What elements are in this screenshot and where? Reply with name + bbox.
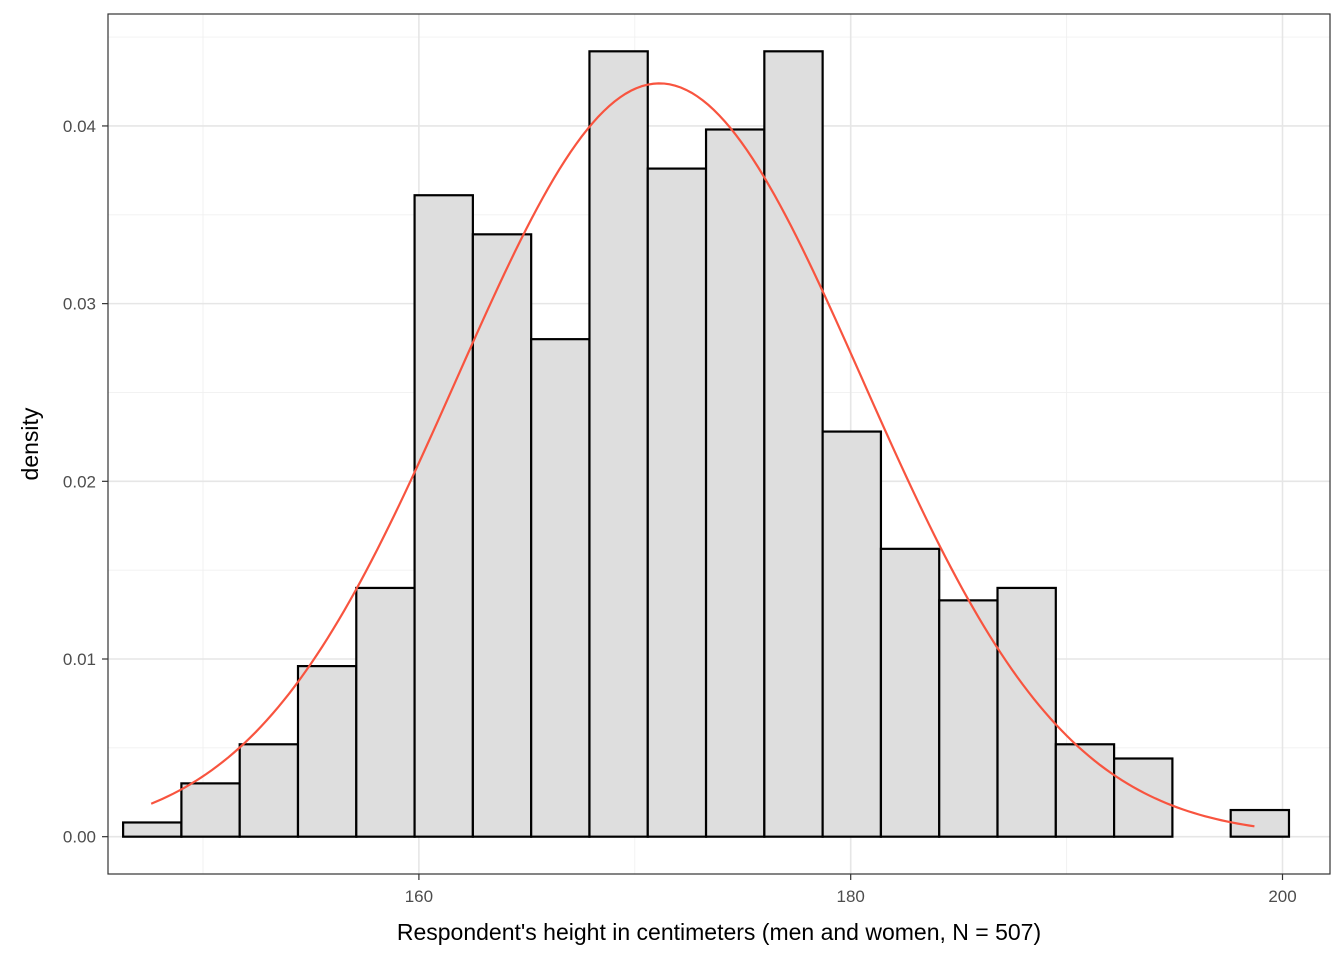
panel-border — [107, 13, 1331, 875]
histogram-bar — [996, 586, 1057, 838]
histogram-bar — [879, 547, 941, 838]
histogram-bar — [238, 743, 300, 838]
y-axis-title: density — [17, 407, 43, 480]
y-tick-label: 0.03 — [63, 295, 96, 314]
x-tick-label: 180 — [837, 887, 865, 906]
histogram-bar — [763, 50, 824, 838]
histogram-bar — [180, 782, 241, 838]
histogram-bar — [1054, 743, 1116, 838]
histogram-bar — [821, 430, 883, 838]
histogram-bar — [646, 167, 708, 838]
x-axis-title: Respondent's height in centimeters (men … — [397, 919, 1041, 945]
histogram-bar — [530, 338, 591, 838]
histogram-bar — [938, 599, 999, 838]
x-axis: 160 180 200 — [405, 874, 1297, 906]
y-tick-label: 0.00 — [63, 828, 96, 847]
normal-density-curve — [150, 82, 1255, 828]
y-axis: 0.00 0.01 0.02 0.03 0.04 — [63, 117, 108, 847]
y-tick-label: 0.01 — [63, 650, 96, 669]
histogram-bar — [296, 665, 358, 838]
x-tick-label: 200 — [1268, 887, 1296, 906]
histogram-bar — [588, 50, 649, 838]
y-tick-label: 0.04 — [63, 117, 96, 136]
histogram-bar — [355, 586, 416, 838]
histogram-bar — [471, 233, 533, 838]
histogram-bar — [1112, 757, 1174, 838]
histogram-bars — [122, 50, 1291, 838]
histogram-bar — [122, 821, 183, 838]
y-tick-label: 0.02 — [63, 472, 96, 491]
histogram-bar — [704, 128, 766, 838]
x-tick-label: 160 — [405, 887, 433, 906]
histogram-bar — [413, 194, 474, 838]
